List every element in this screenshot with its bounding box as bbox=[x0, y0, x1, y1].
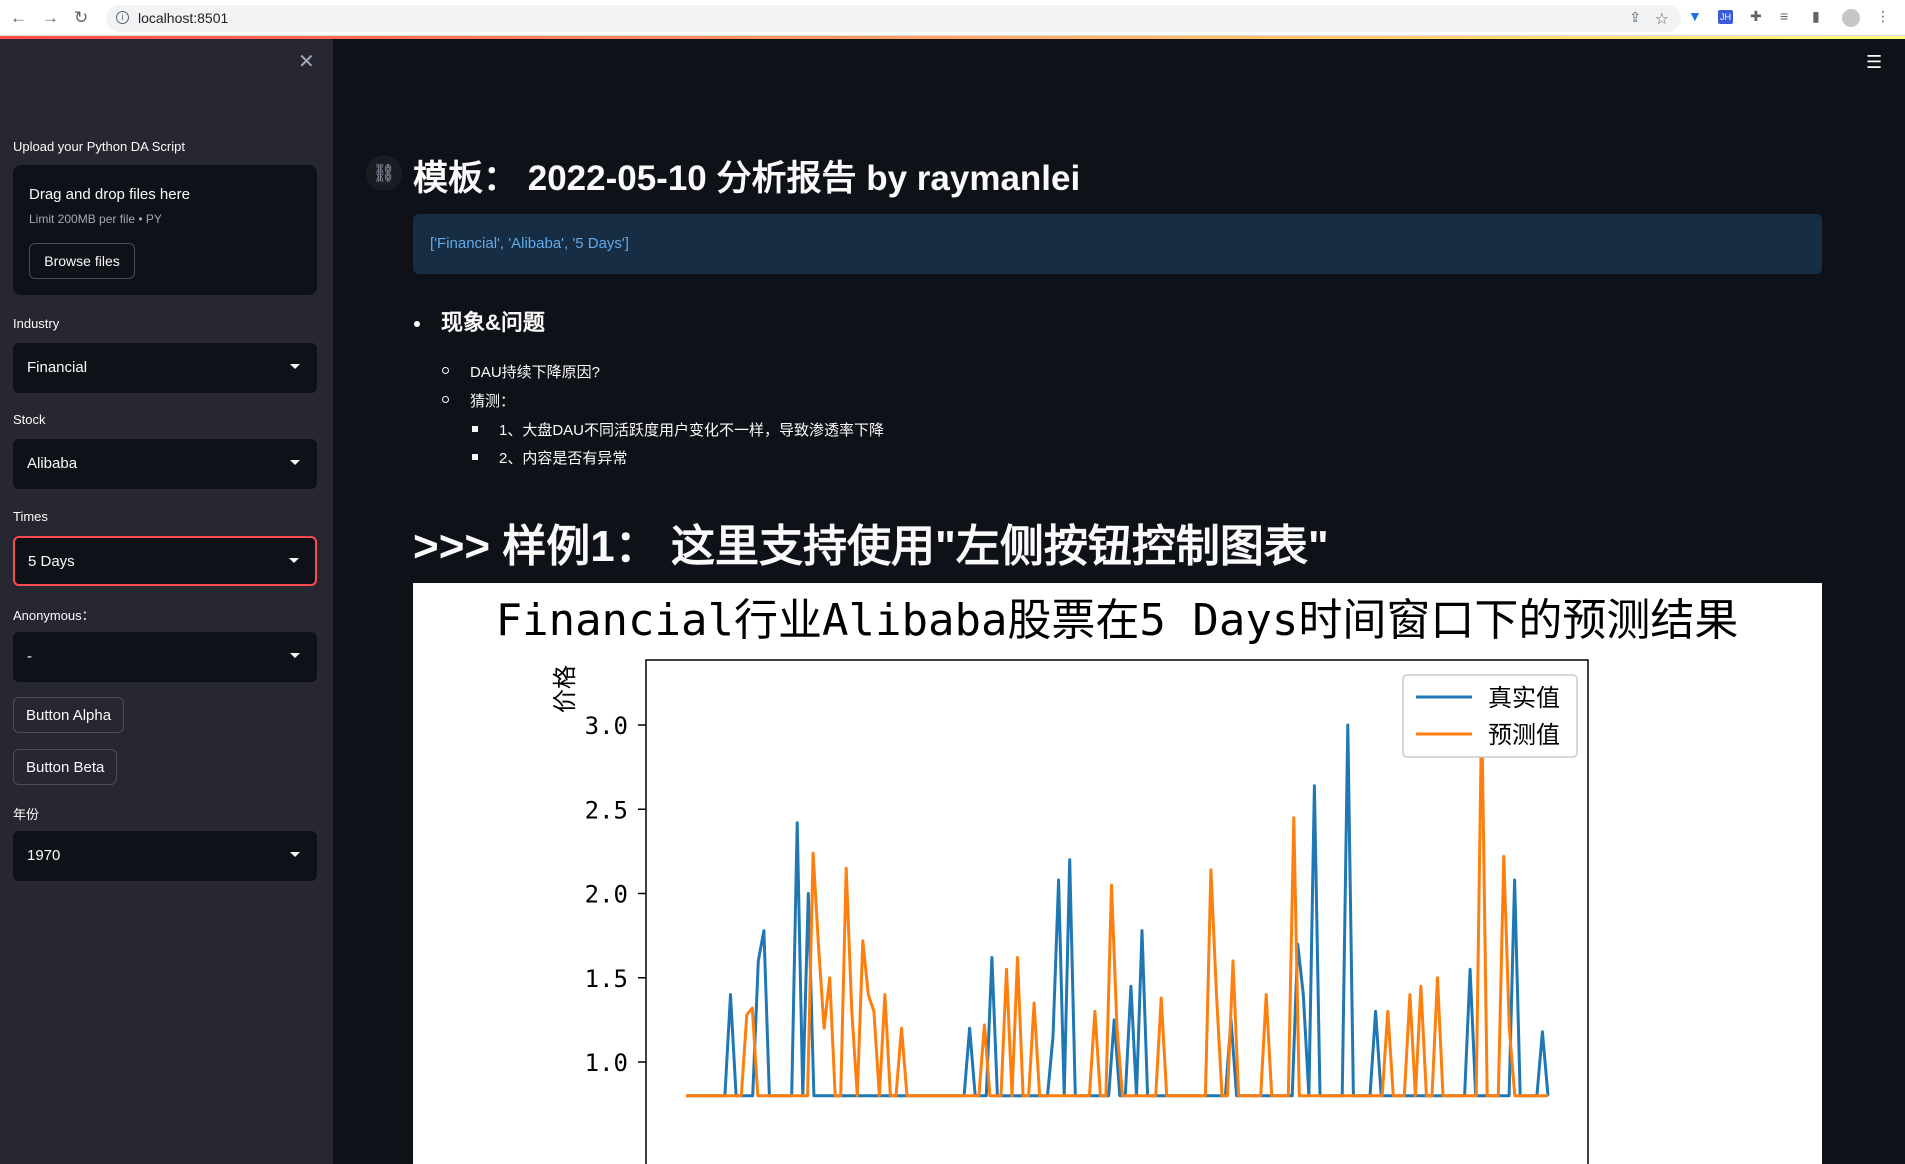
y-tick-label: 1.0 bbox=[585, 1049, 628, 1077]
bullet-dot bbox=[414, 321, 420, 327]
sub-list-item: 1、大盘DAU不同活跃度用户变化不一样，导致渗透率下降 bbox=[499, 422, 885, 439]
chart-image: Financial行业Alibaba股票在5 Days时间窗口下的预测结果 价格… bbox=[413, 583, 1822, 1164]
sample-heading: >>> 样例1： 这里支持使用"左侧按钮控制图表" bbox=[413, 522, 1329, 571]
stock-label: Stock bbox=[13, 412, 46, 427]
times-label: Times bbox=[13, 509, 48, 524]
stock-select[interactable]: Alibaba bbox=[13, 439, 317, 489]
chart-title: Financial行业Alibaba股票在5 Days时间窗口下的预测结果 bbox=[496, 595, 1739, 646]
bullet-circle bbox=[442, 367, 449, 374]
bookmark-star-icon[interactable]: ☆ bbox=[1654, 11, 1669, 28]
year-select[interactable]: 1970 bbox=[13, 831, 317, 881]
url-text: localhost:8501 bbox=[138, 10, 229, 26]
y-tick-label: 3.0 bbox=[585, 712, 628, 740]
anonymous-select[interactable]: - bbox=[13, 632, 317, 682]
industry-label: Industry bbox=[13, 316, 60, 331]
reload-icon[interactable]: ↻ bbox=[74, 8, 89, 27]
y-axis-ticks: 3.0 2.5 2.0 1.5 1.0 bbox=[585, 712, 646, 1077]
y-axis-label: 价格 bbox=[551, 665, 579, 713]
main-menu-icon[interactable]: ☰ bbox=[1866, 52, 1883, 72]
loading-decoration-bar bbox=[0, 36, 1905, 39]
sidebar: ✕ Upload your Python DA Script Drag and … bbox=[0, 39, 333, 1164]
anonymous-value: - bbox=[27, 648, 32, 665]
times-select[interactable]: 5 Days bbox=[13, 536, 317, 586]
prediction-chart: Financial行业Alibaba股票在5 Days时间窗口下的预测结果 价格… bbox=[496, 595, 1739, 1164]
bullet-square bbox=[472, 426, 478, 432]
browser-toolbar: ← → ↻ i localhost:8501 ⇪ ☆ ▼ JH ✚ ≡ ▮ ⋮ bbox=[0, 0, 1905, 36]
legend: 真实值 预测值 bbox=[1402, 674, 1578, 758]
year-label: 年份 bbox=[13, 807, 40, 822]
section-heading: 现象&问题 bbox=[441, 310, 545, 335]
vuejs-extension-icon[interactable]: ▼ bbox=[1688, 8, 1702, 24]
reading-list-icon[interactable]: ≡ bbox=[1780, 8, 1789, 24]
dropzone-limit: Limit 200MB per file • PY bbox=[29, 212, 162, 226]
side-panel-icon[interactable]: ▮ bbox=[1812, 8, 1820, 24]
share-icon[interactable]: ⇪ bbox=[1629, 9, 1641, 25]
chevron-down-icon bbox=[290, 653, 300, 658]
chevron-down-icon bbox=[289, 558, 299, 563]
close-sidebar-icon[interactable]: ✕ bbox=[298, 51, 315, 73]
back-icon[interactable]: ← bbox=[10, 8, 27, 27]
browse-files-button[interactable]: Browse files bbox=[29, 243, 135, 279]
dropzone-title: Drag and drop files here bbox=[29, 186, 190, 203]
button-beta[interactable]: Button Beta bbox=[13, 749, 118, 785]
address-bar[interactable]: i localhost:8501 ⇪ ☆ bbox=[106, 5, 1681, 32]
anonymous-label: Anonymous： bbox=[13, 608, 95, 623]
info-alert-text: ['Financial', 'Alibaba', '5 Days'] bbox=[430, 235, 629, 252]
anchor-link-icon[interactable]: ⛓ bbox=[366, 155, 402, 191]
jh-extension-icon[interactable]: JH bbox=[1718, 10, 1733, 24]
info-alert: ['Financial', 'Alibaba', '5 Days'] bbox=[413, 214, 1822, 274]
times-value: 5 Days bbox=[28, 553, 75, 570]
plot-frame bbox=[645, 659, 1589, 1164]
y-tick-label: 2.5 bbox=[585, 796, 628, 824]
legend-label-true: 真实值 bbox=[1488, 684, 1560, 712]
chevron-down-icon bbox=[290, 364, 300, 369]
y-tick-label: 2.0 bbox=[585, 881, 628, 909]
bullet-square bbox=[472, 454, 478, 460]
forward-icon[interactable]: → bbox=[42, 8, 59, 27]
stock-value: Alibaba bbox=[27, 455, 78, 472]
button-alpha[interactable]: Button Alpha bbox=[13, 697, 125, 733]
industry-select[interactable]: Financial bbox=[13, 343, 317, 393]
browser-menu-icon[interactable]: ⋮ bbox=[1876, 8, 1890, 24]
extensions-puzzle-icon[interactable]: ✚ bbox=[1750, 8, 1762, 24]
y-tick-label: 1.5 bbox=[585, 965, 628, 993]
series-line-1 bbox=[686, 706, 1548, 1098]
list-item: 猜测： bbox=[470, 393, 516, 410]
series-lines bbox=[686, 706, 1550, 1098]
file-dropzone[interactable]: Drag and drop files here Limit 200MB per… bbox=[13, 165, 317, 295]
bullet-circle bbox=[442, 396, 449, 403]
page-title: 模板： 2022-05-10 分析报告 by raymanlei bbox=[413, 159, 1081, 198]
sub-list-item: 2、内容是否有异常 bbox=[499, 450, 628, 467]
industry-value: Financial bbox=[27, 359, 88, 376]
site-info-icon[interactable]: i bbox=[116, 11, 129, 24]
legend-label-pred: 预测值 bbox=[1488, 721, 1560, 749]
chevron-down-icon bbox=[290, 852, 300, 857]
profile-avatar-icon[interactable] bbox=[1842, 9, 1860, 27]
chevron-down-icon bbox=[290, 460, 300, 465]
list-item: DAU持续下降原因? bbox=[470, 364, 601, 381]
uploader-label: Upload your Python DA Script bbox=[13, 139, 185, 154]
year-value: 1970 bbox=[27, 847, 61, 864]
